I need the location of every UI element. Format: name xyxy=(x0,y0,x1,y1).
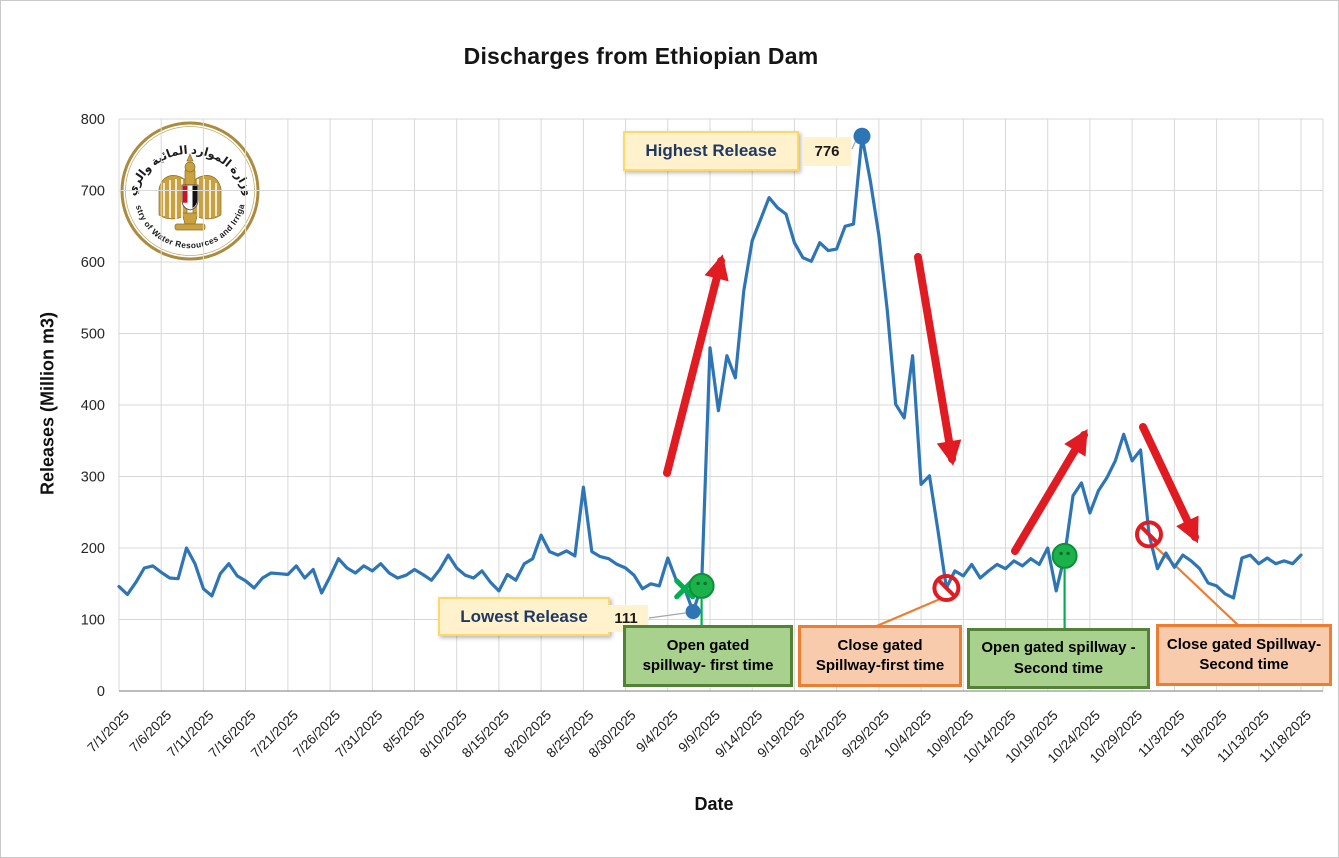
trend-up-arrow-2 xyxy=(1011,429,1088,555)
lowest-release-callout: Lowest Release xyxy=(438,597,610,636)
lowest-point-marker xyxy=(685,604,701,620)
svg-text:9/4/2025: 9/4/2025 xyxy=(633,708,681,756)
discharge-series-line xyxy=(117,134,1303,614)
trend-down-arrow-2 xyxy=(1139,423,1199,544)
x-tick-labels: 7/1/20257/6/20257/11/20257/16/20257/21/2… xyxy=(84,708,1314,766)
close-spillway-second-callout: Close gated Spillway- Second time xyxy=(1156,624,1332,686)
open-spillway-second-marker xyxy=(1051,542,1078,569)
open-spillway-first-marker xyxy=(688,572,715,599)
svg-text:500: 500 xyxy=(81,327,105,343)
open-spillway-first-callout: Open gated spillway- first time xyxy=(623,625,793,687)
chart-title: Discharges from Ethiopian Dam xyxy=(463,43,819,69)
svg-text:300: 300 xyxy=(81,470,105,486)
close-spillway-second-marker xyxy=(1135,520,1163,549)
close-spillway-first-marker xyxy=(932,574,961,602)
trend-down-arrow-1 xyxy=(914,253,962,466)
gridlines xyxy=(118,118,1324,691)
svg-text:200: 200 xyxy=(81,541,105,557)
svg-text:0: 0 xyxy=(97,684,105,700)
svg-text:600: 600 xyxy=(81,255,105,271)
highest-point-marker xyxy=(853,127,871,145)
y-tick-labels: 0 100 200 300 400 500 600 700 800 xyxy=(81,112,105,700)
svg-text:7/1/2025: 7/1/2025 xyxy=(84,708,132,756)
svg-text:800: 800 xyxy=(81,112,105,128)
svg-text:400: 400 xyxy=(81,398,105,414)
ministry-logo: وزارة الموارد المائية والري · Ministry o… xyxy=(120,121,260,261)
x-axis-title: Date xyxy=(694,794,734,814)
highest-value-label: 776 xyxy=(803,137,851,166)
trend-up-arrow-1 xyxy=(663,254,729,477)
leader-lines xyxy=(648,139,1240,631)
svg-text:700: 700 xyxy=(81,184,105,200)
highest-release-callout: Highest Release xyxy=(623,131,799,171)
open-spillway-second-callout: Open gated spillway - Second time xyxy=(967,628,1150,689)
logo-eagle-emblem xyxy=(158,153,222,231)
close-spillway-first-callout: Close gated Spillway-first time xyxy=(798,625,962,687)
svg-text:100: 100 xyxy=(81,613,105,629)
